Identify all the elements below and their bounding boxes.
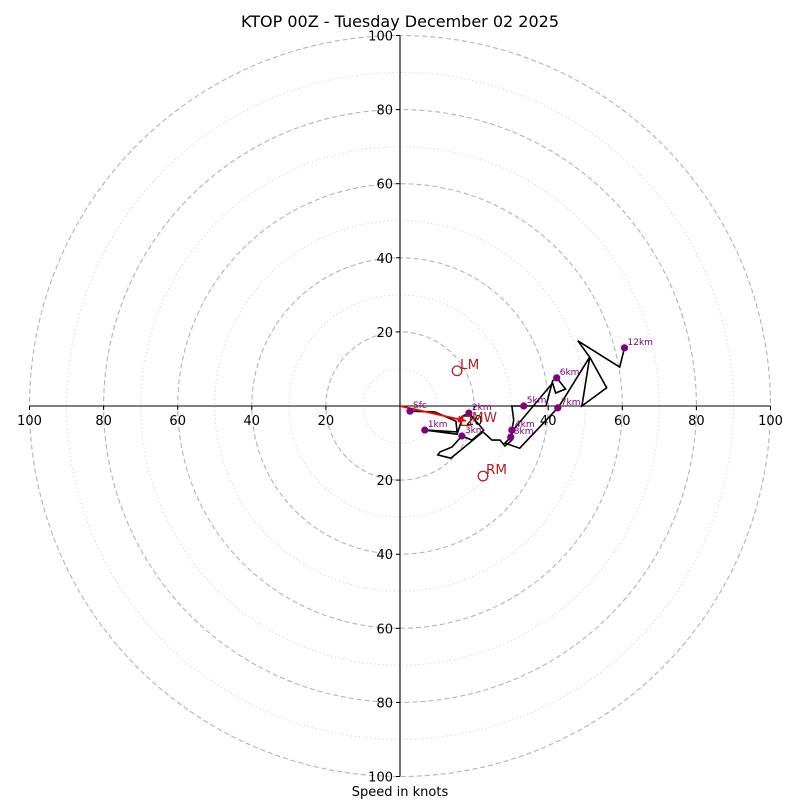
height-marker-2km — [465, 409, 473, 417]
storm-label-rm: RM — [486, 462, 507, 478]
y-tick-label: 20 — [376, 474, 393, 489]
height-marker-12km — [620, 344, 629, 352]
height-label-4km: 4km — [515, 420, 535, 430]
height-marker-6km — [553, 374, 561, 382]
storm-marker-lm — [451, 365, 463, 377]
y-tick-label: 60 — [376, 178, 393, 193]
height-label-2km: 2km — [472, 403, 492, 413]
axes: 100 80 60 40 20 20 40 60 80 100100806040202040608… — [17, 30, 783, 786]
y-tick-label: 80 — [376, 104, 393, 119]
hodograph-series — [409, 340, 626, 460]
height-marker-3km — [458, 432, 466, 440]
storm-label-mw: MW — [472, 410, 497, 426]
hodograph-line-hodograph — [409, 340, 626, 460]
y-tick-label: 40 — [376, 252, 393, 267]
y-tick-label: 40 — [376, 548, 393, 563]
height-marker-sfc — [406, 407, 414, 415]
x-tick-label: 80 — [688, 414, 705, 429]
x-tick-label: 100 — [17, 414, 42, 429]
x-tick-label: 40 — [540, 414, 557, 429]
storm-marker-mw — [460, 415, 472, 426]
height-label-7km: 7km — [561, 398, 581, 408]
y-tick-label: 60 — [376, 622, 393, 637]
x-tick-label: 40 — [244, 414, 261, 429]
x-tick-label: 100 — [758, 414, 783, 429]
storm-label-lm: LM — [460, 357, 479, 373]
x-tick-label: 20 — [318, 414, 335, 429]
x-tick-label: 60 — [614, 414, 631, 429]
height-marker-8km — [507, 433, 515, 441]
y-tick-label: 20 — [376, 326, 393, 341]
x-tick-label: 60 — [169, 414, 186, 429]
x-tick-label: 80 — [95, 414, 112, 429]
height-label-3km: 3km — [465, 426, 485, 436]
storm-marker-rm — [477, 470, 489, 482]
height-label-1km: 1km — [428, 420, 448, 430]
y-tick-label: 100 — [368, 771, 393, 786]
height-label-8km: 8km — [514, 427, 534, 437]
height-marker-5km — [520, 402, 528, 410]
y-tick-label: 80 — [376, 696, 393, 711]
height-label-12km: 12km — [628, 338, 653, 348]
x-axis-label: Speed in knots — [352, 785, 449, 800]
height-label-sfc: Sfc — [413, 401, 427, 411]
y-tick-label: 100 — [368, 30, 393, 45]
height-label-5km: 5km — [527, 396, 547, 406]
height-label-6km: 6km — [560, 368, 580, 378]
storm-motions: LM RM MW — [451, 357, 507, 482]
height-marker-4km — [508, 426, 516, 434]
height-marker-1km — [421, 426, 429, 434]
chart-title: KTOP 00Z - Tuesday December 02 2025 — [241, 12, 559, 31]
height-marker-7km — [554, 404, 562, 412]
